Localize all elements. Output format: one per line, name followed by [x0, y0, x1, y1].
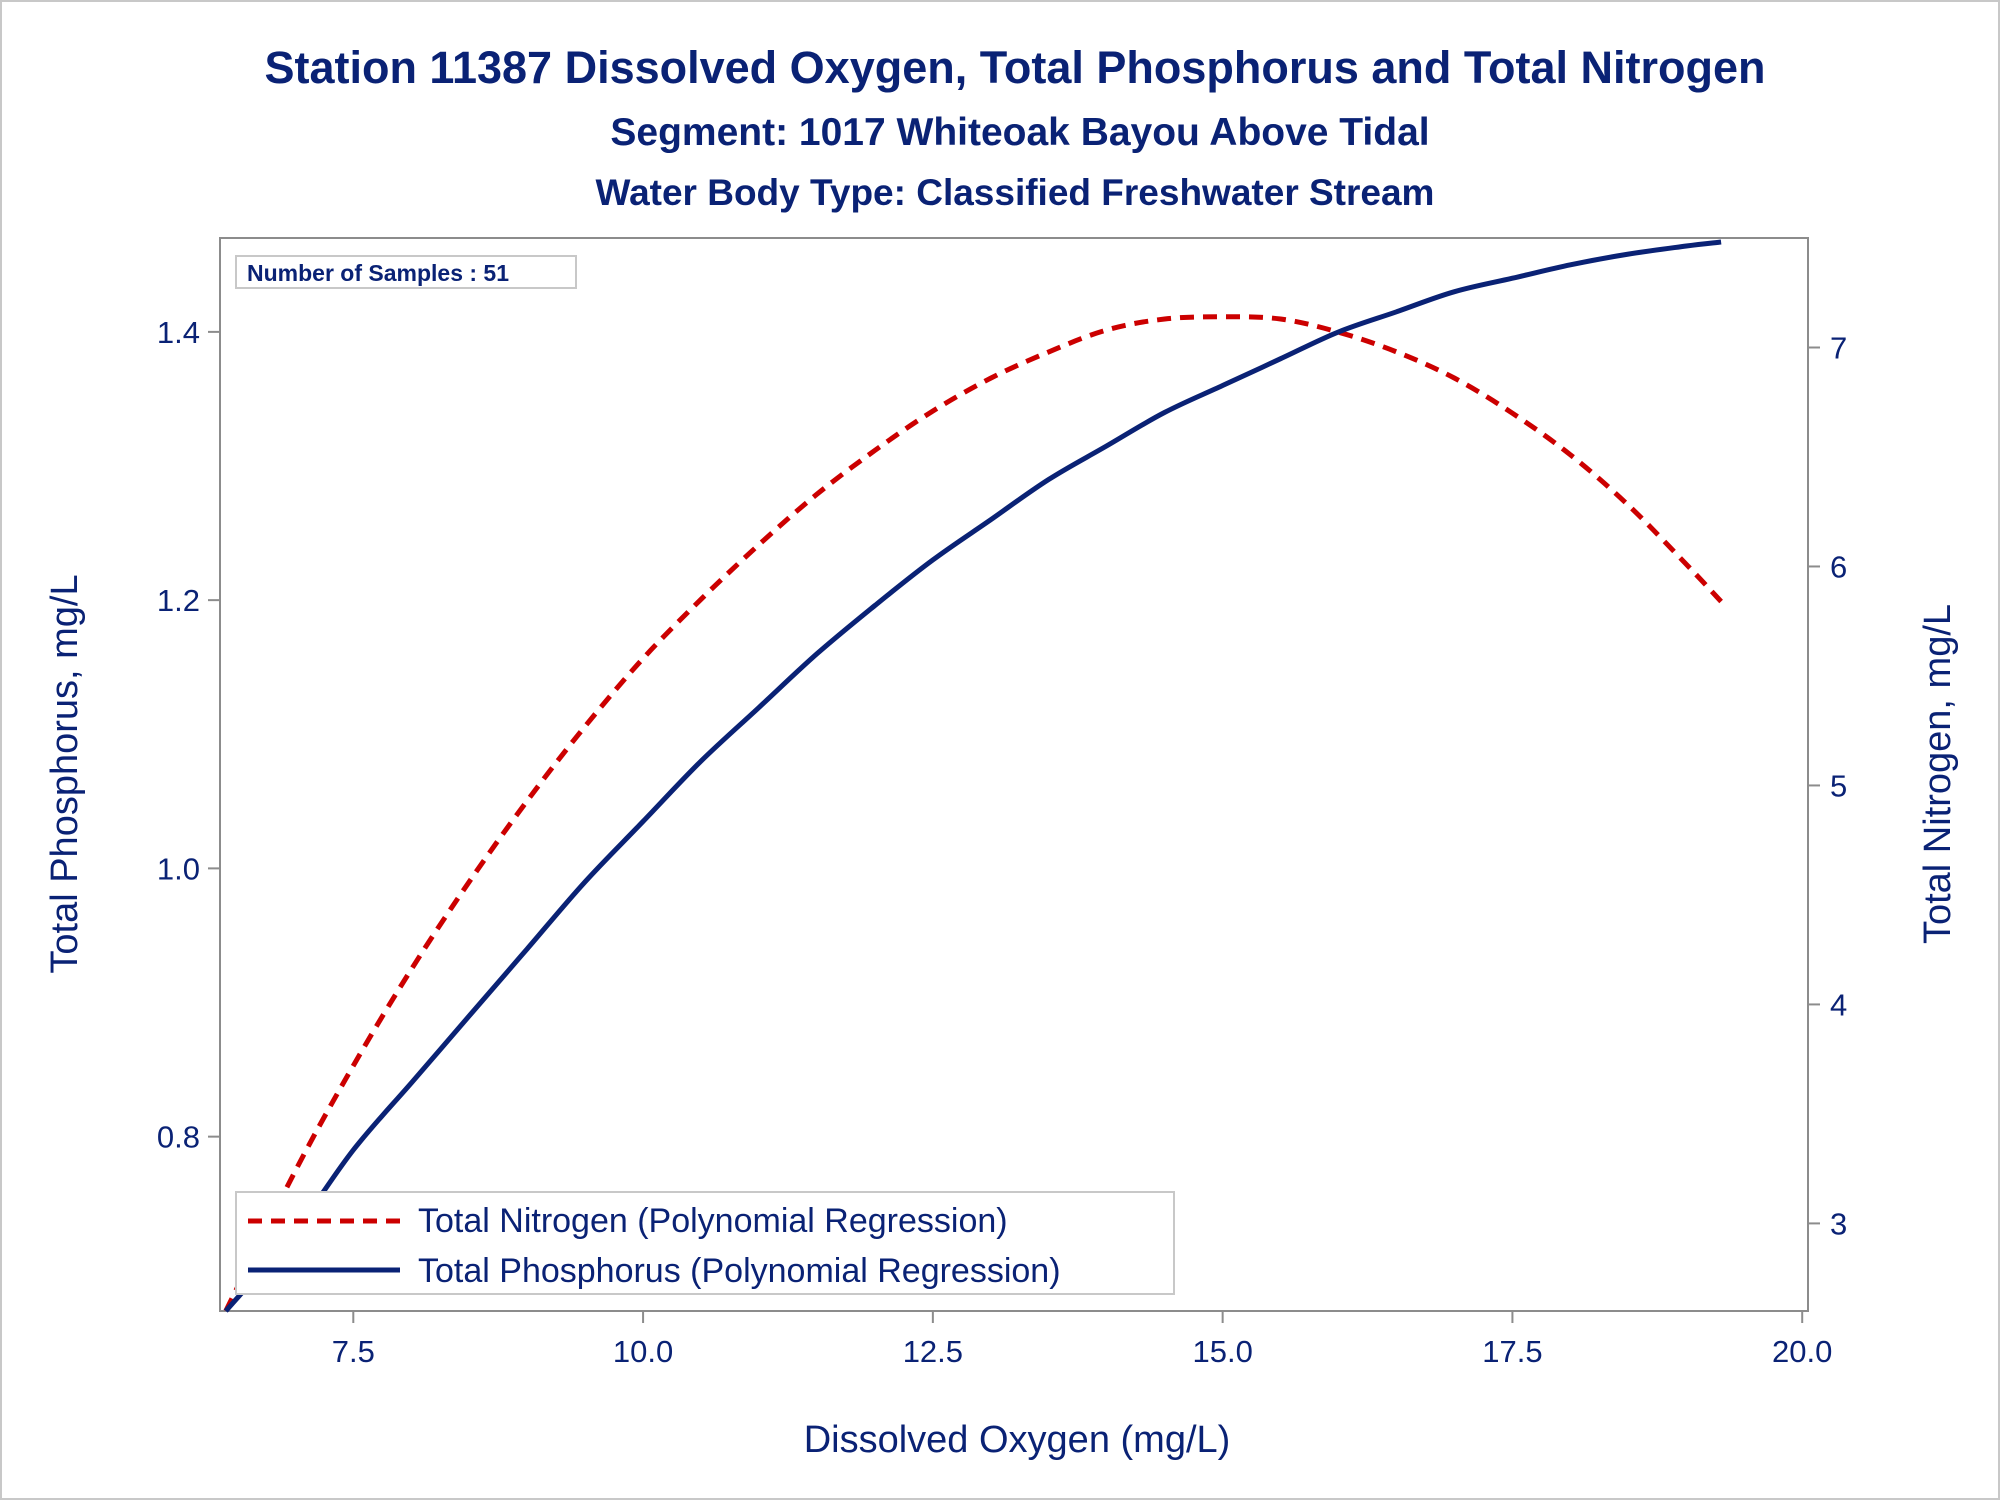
y-axis-label: Total Phosphorus, mg/L [44, 574, 86, 973]
x-tick-label: 17.5 [1482, 1334, 1542, 1369]
y2-tick-label: 7 [1830, 330, 1847, 365]
y2-tick-label: 3 [1830, 1206, 1847, 1241]
series-line-total-nitrogen [223, 314, 1723, 1313]
y2-tick-label: 6 [1830, 549, 1847, 584]
legend [235, 1191, 1175, 1295]
series-line-total-phosphorus [223, 239, 1722, 1313]
y-tick-label: 1.0 [157, 851, 200, 886]
x-tick-label: 10.0 [613, 1334, 673, 1369]
y2-axis-label: Total Nitrogen, mg/L [1917, 604, 1959, 944]
x-tick-label: 15.0 [1192, 1334, 1252, 1369]
sample-count-label: Number of Samples : 51 [247, 260, 509, 286]
x-axis: 7.5 10.0 12.5 15.0 17.5 20.0 [332, 1311, 1832, 1369]
plot-area [219, 237, 1809, 1312]
legend-label-nitrogen: Total Nitrogen (Polynomial Regression) [418, 1202, 1008, 1240]
y-tick-label: 1.4 [157, 315, 200, 350]
x-tick-label: 12.5 [903, 1334, 963, 1369]
chart-subtitle: Segment: 1017 Whiteoak Bayou Above Tidal [610, 111, 1429, 154]
y-axis-left: 0.8 1.0 1.2 1.4 [157, 315, 220, 1155]
y-axis-right: 3 4 5 6 7 [1808, 330, 1847, 1241]
y2-tick-label: 4 [1830, 987, 1847, 1022]
x-tick-label: 20.0 [1772, 1334, 1832, 1369]
sample-count-box [235, 255, 577, 289]
legend-label-phosphorus: Total Phosphorus (Polynomial Regression) [418, 1252, 1061, 1290]
y-tick-label: 1.2 [157, 583, 200, 618]
chart-title: Station 11387 Dissolved Oxygen, Total Ph… [264, 42, 1765, 93]
y-tick-label: 0.8 [157, 1120, 200, 1155]
x-axis-label: Dissolved Oxygen (mg/L) [804, 1419, 1231, 1461]
y2-tick-label: 5 [1830, 768, 1847, 803]
series-layer [223, 239, 1723, 1313]
chart-subtitle-water-body: Water Body Type: Classified Freshwater S… [596, 172, 1435, 213]
x-tick-label: 7.5 [332, 1334, 375, 1369]
